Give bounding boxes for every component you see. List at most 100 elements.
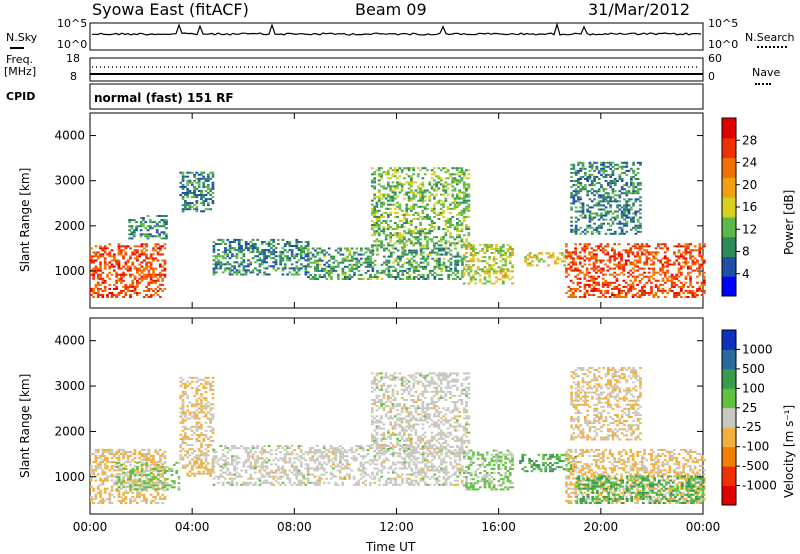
power-panel-cell [295,265,299,268]
velocity-panel-cell [161,488,165,491]
velocity-panel-cell [179,407,183,410]
power-panel-cell [407,191,411,194]
power-panel-cell [472,258,475,261]
velocity-panel-cell [122,450,125,453]
power-panel-cell [188,204,192,207]
power-panel-cell [495,272,498,275]
power-panel-cell [283,263,287,266]
power-panel-cell [103,287,107,290]
power-panel-cell [103,265,107,268]
power-panel-cell [456,234,459,237]
velocity-panel-cell [207,468,210,471]
power-panel-cell [396,224,399,226]
power-panel-cell [380,185,383,188]
velocity-panel-cell [186,456,189,459]
power-panel-cell [207,185,210,188]
power-panel-cell [437,228,441,231]
power-panel-cell [316,261,319,264]
velocity-panel-cell [270,471,273,474]
power-panel-cell [186,179,189,182]
power-panel-cell [126,245,130,248]
power-panel-cell [103,251,107,254]
velocity-panel-cell [254,483,257,486]
power-panel-cell [499,256,503,259]
power-panel-cell [389,177,392,180]
power-panel-cell [137,225,141,228]
power-panel-cell [371,185,374,188]
power-panel-cell [416,191,420,194]
power-panel-cell [389,167,392,170]
velocity-panel-cell [267,481,271,484]
power-panel-cell [256,259,259,262]
power-panel-cell [439,207,443,210]
power-panel-cell [188,208,192,211]
velocity-panel-cell [186,397,189,400]
velocity-panel-cell [154,465,158,468]
velocity-panel-cell [265,473,269,476]
power-panel-cell [240,251,243,254]
velocity-panel-cell [297,455,301,458]
velocity-panel-cell [204,436,208,438]
velocity-panel-cell [235,475,239,478]
velocity-panel-cell [279,451,282,454]
power-panel-cell [415,267,418,270]
velocity-panel-cell [106,450,109,453]
power-panel-cell [136,269,139,272]
power-panel-cell [492,248,496,250]
power-panel-cell [421,215,425,218]
power-panel-cell [467,169,471,172]
power-panel-cell [422,265,425,268]
power-panel-cell [389,273,393,276]
power-panel-cell [288,241,292,243]
velocity-panel-cell [263,449,266,452]
power-panel-cell [124,267,128,270]
velocity-panel-cell [267,451,271,454]
power-panel-cell [377,224,381,226]
velocity-panel-cell [163,484,167,487]
velocity-panel-cell [209,470,212,473]
velocity-panel-cell [124,467,128,470]
power-panel-cell [461,269,464,272]
power-panel-cell [419,199,422,202]
velocity-panel-cell [211,397,215,400]
power-panel-cell [314,269,317,272]
power-panel-cell [492,270,496,273]
velocity-panel-cell [251,445,255,447]
power-panel-cell [377,209,381,212]
power-panel-cell [160,225,164,228]
power-panel-cell [142,225,145,228]
power-panel-cell [267,243,271,245]
power-panel-cell [446,226,450,229]
velocity-panel-cell [295,477,299,480]
power-panel-cell [497,270,501,273]
velocity-panel-cell [212,477,216,480]
velocity-panel-cell [258,469,262,472]
power-panel-cell [350,276,354,278]
power-panel-cell [447,247,450,250]
power-panel-cell [373,173,376,176]
power-panel-cell [188,190,192,192]
power-panel-cell [446,220,450,222]
power-panel-cell [380,213,383,216]
power-panel-cell [117,292,121,294]
velocity-panel-cell [145,459,148,462]
power-panel-cell [318,269,322,272]
velocity-panel-cell [179,433,183,436]
velocity-panel-cell [190,380,194,383]
power-panel-cell [219,238,223,241]
velocity-panel-cell [195,413,199,416]
velocity-panel-cell [274,475,278,478]
power-panel-cell [454,259,457,262]
power-panel-cell [228,257,232,260]
power-panel-cell [212,247,216,250]
power-panel-cell [387,181,390,184]
power-panel-cell [442,211,445,214]
power-panel-cell [136,249,139,252]
power-panel-cell [458,195,461,198]
power-panel-cell [108,243,112,246]
power-panel-cell [343,257,347,260]
power-panel-cell [387,244,390,247]
velocity-panel-cell [140,488,144,491]
velocity-panel-cell [190,468,194,471]
power-panel-cell [438,278,441,280]
